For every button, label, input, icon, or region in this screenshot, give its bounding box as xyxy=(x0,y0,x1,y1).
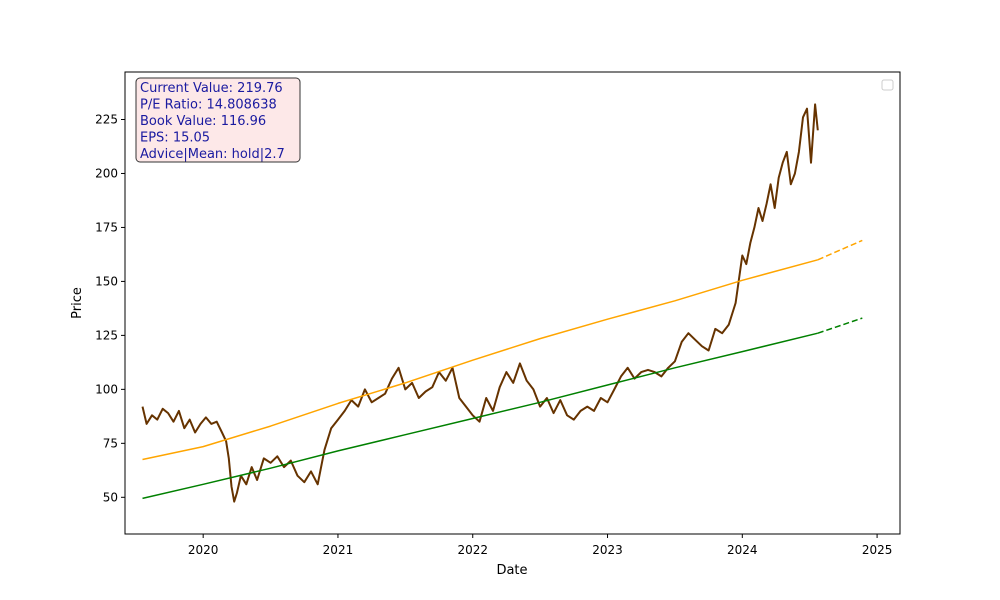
axes: 2020 2021 2022 2023 2024 2025 50 75 100 125 150 175… xyxy=(95,71,901,557)
y-tick-label: 225 xyxy=(95,112,118,126)
info-book-value: Book Value: 116.96 xyxy=(140,114,266,129)
x-tick-label: 2021 xyxy=(323,543,354,557)
x-tick-label: 2024 xyxy=(727,543,758,557)
x-tick-label: 2022 xyxy=(457,543,488,557)
info-box: Current Value: 219.76 P/E Ratio: 14.8086… xyxy=(135,77,301,163)
info-eps: EPS: 15.05 xyxy=(140,131,210,146)
x-axis-label: Date xyxy=(496,563,527,578)
y-tick-label: 75 xyxy=(103,436,118,450)
series-line-trend-low-forecast xyxy=(817,317,863,334)
x-tick-label: 2020 xyxy=(188,543,219,557)
x-tick-label: 2025 xyxy=(862,543,893,557)
y-tick-label: 100 xyxy=(95,382,118,396)
y-tick-label: 200 xyxy=(95,166,118,180)
info-current-value: Current Value: 219.76 xyxy=(140,81,283,96)
legend-box xyxy=(881,79,894,91)
series-line-trend-high xyxy=(142,259,818,461)
plot-area xyxy=(141,103,863,503)
axes-frame xyxy=(124,71,901,535)
y-tick-label: 50 xyxy=(103,490,118,504)
info-advice-mean: Advice|Mean: hold|2.7 xyxy=(140,147,285,162)
series-line-trend-low xyxy=(142,332,818,500)
y-axis-label: Price xyxy=(70,287,85,319)
info-pe-ratio: P/E Ratio: 14.808638 xyxy=(140,98,277,113)
y-tick-label: 175 xyxy=(95,220,118,234)
x-tick-label: 2023 xyxy=(592,543,623,557)
y-tick-label: 150 xyxy=(95,274,118,288)
y-tick-label: 125 xyxy=(95,328,118,342)
series-line-price xyxy=(141,103,819,503)
info-box-background xyxy=(135,77,301,163)
series-line-trend-high-forecast xyxy=(817,239,863,261)
